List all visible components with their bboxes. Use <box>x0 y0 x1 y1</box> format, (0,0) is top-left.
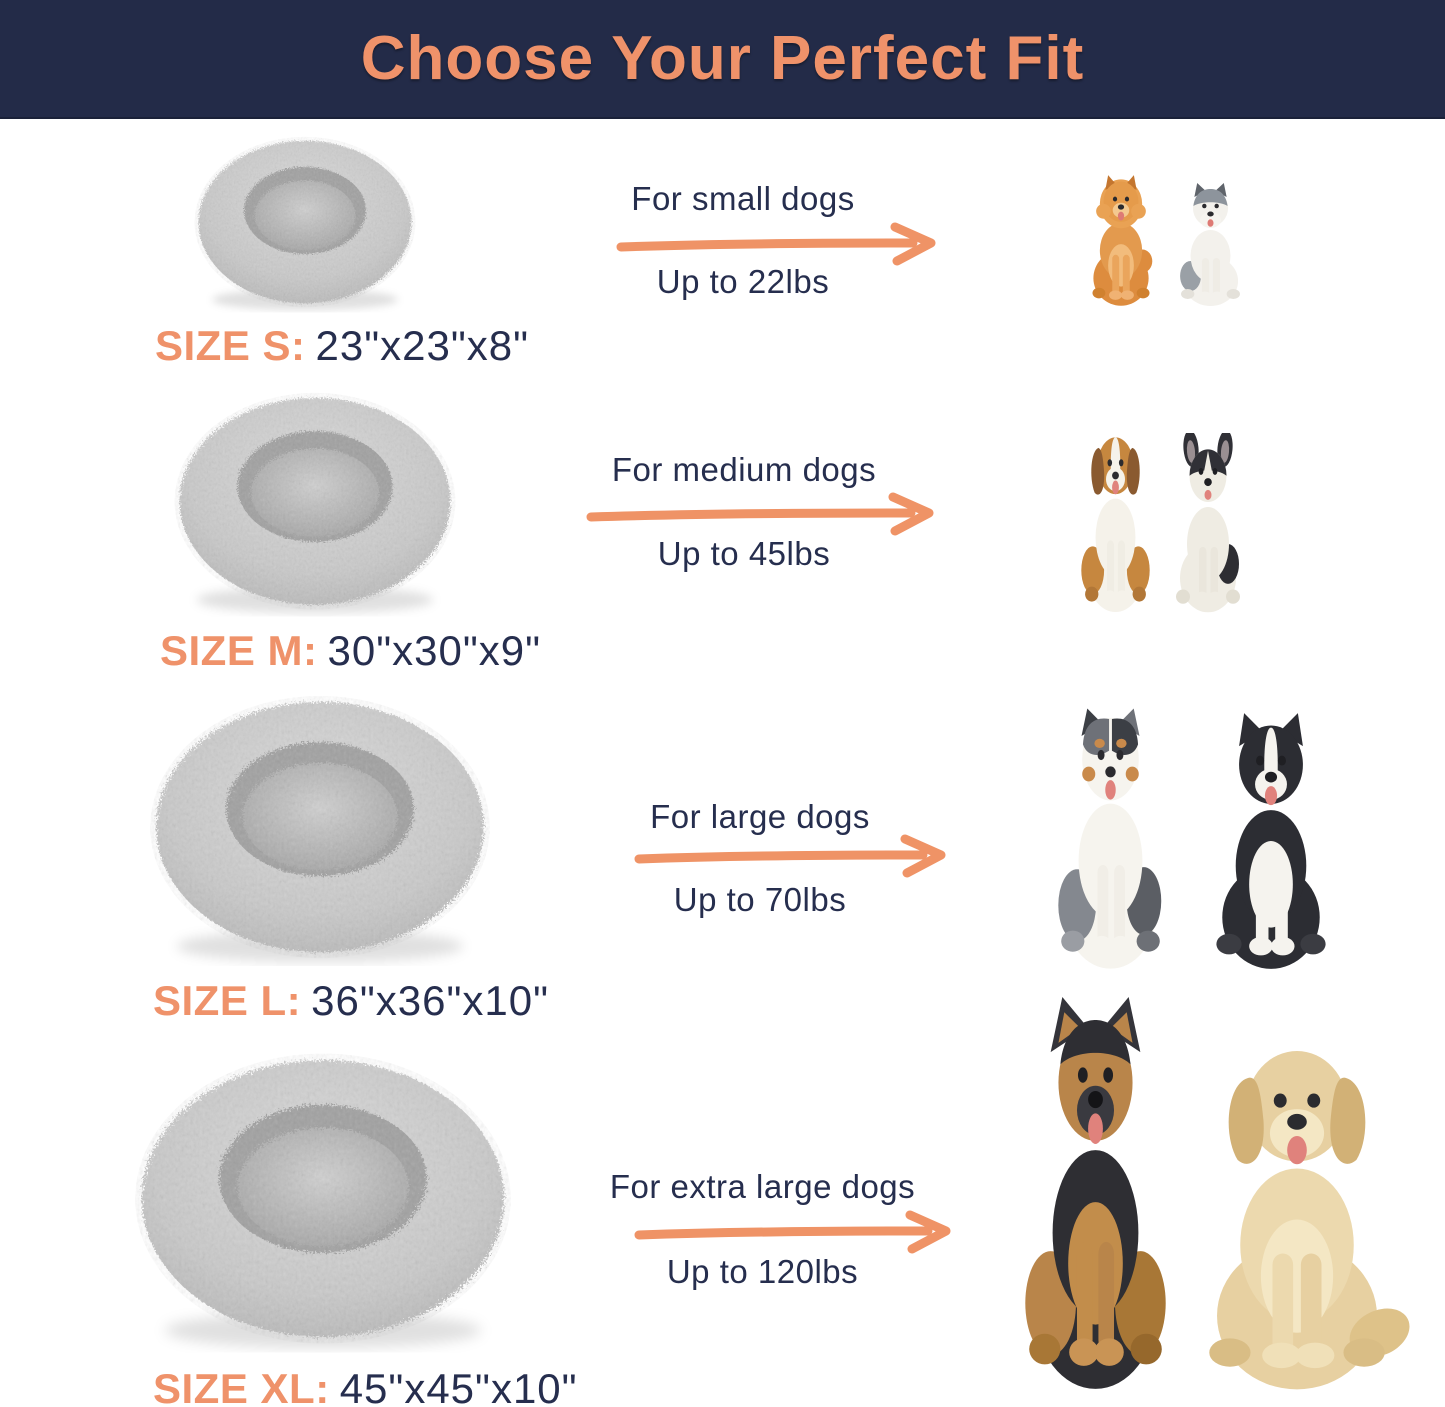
page-title: Choose Your Perfect Fit <box>360 24 1085 93</box>
weight-small: Up to 22lbs <box>656 263 830 300</box>
dog-bed-small-photo <box>187 133 423 317</box>
size-s-dimensions: 23"x23"x8" <box>315 322 530 369</box>
pomeranian-photo <box>1092 175 1153 306</box>
size-l-dimensions: 36"x36"x10" <box>311 977 550 1024</box>
border-collie-photo <box>1216 713 1326 969</box>
size-l-label: SIZE L: <box>153 977 302 1024</box>
weight-medium: Up to 45lbs <box>657 535 831 572</box>
weight-xlarge: Up to 120lbs <box>666 1253 859 1290</box>
french-bulldog-photo <box>1176 433 1240 613</box>
size-l-line: SIZE L: 36"x36"x10" <box>153 977 549 1025</box>
size-m-label: SIZE M: <box>160 627 318 674</box>
arrow-right-icon <box>616 222 936 266</box>
audience-xlarge: For extra large dogs <box>609 1168 916 1205</box>
header-banner: Choose Your Perfect Fit <box>0 0 1445 119</box>
dog-bed-large-photo <box>137 690 503 973</box>
audience-small: For small dogs <box>631 180 855 217</box>
size-xl-dimensions: 45"x45"x10" <box>339 1365 578 1407</box>
weight-large: Up to 70lbs <box>673 881 847 918</box>
audience-medium: For medium dogs <box>611 451 877 488</box>
arrow-right-icon <box>634 1210 951 1254</box>
german-shepherd-photo <box>1025 997 1166 1389</box>
golden-retriever-photo <box>1209 1051 1410 1390</box>
biewer-terrier-photo <box>1180 183 1240 306</box>
arrow-right-icon <box>634 834 946 878</box>
dog-bed-xlarge-photo <box>113 1047 533 1360</box>
size-xl-label: SIZE XL: <box>153 1365 330 1407</box>
size-xl-line: SIZE XL: 45"x45"x10" <box>153 1365 578 1407</box>
dog-bed-medium-photo <box>163 388 467 622</box>
arrow-right-icon <box>586 492 934 536</box>
australian-shepherd-photo <box>1058 708 1162 969</box>
size-m-dimensions: 30"x30"x9" <box>327 627 542 674</box>
size-s-line: SIZE S: 23"x23"x8" <box>155 322 529 370</box>
size-m-line: SIZE M: 30"x30"x9" <box>160 627 541 675</box>
audience-large: For large dogs <box>650 798 870 835</box>
beagle-photo <box>1081 437 1150 613</box>
size-s-label: SIZE S: <box>155 322 306 369</box>
